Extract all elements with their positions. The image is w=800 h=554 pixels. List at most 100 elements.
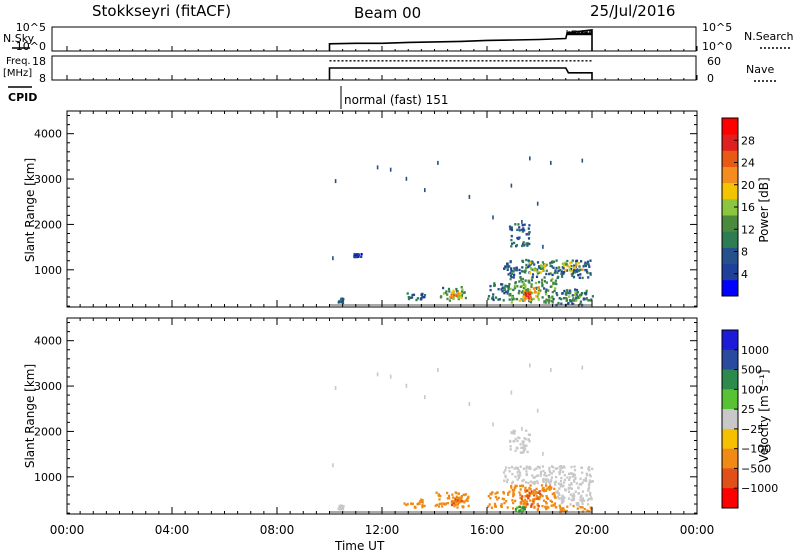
data-cell: [540, 484, 544, 487]
data-cell: [527, 497, 530, 500]
velocity-colorbar: 1000 500 100 25 −25 −100 −500 −1000: [721, 329, 778, 509]
data-cell: [560, 297, 563, 301]
colorbar-tick-label: 4: [741, 268, 748, 281]
velocity-frame: [66, 317, 698, 515]
data-cell: [421, 505, 424, 509]
data-cell: [529, 484, 532, 487]
data-cell: [504, 290, 508, 293]
data-cell: [520, 284, 524, 288]
nsky-frame: [51, 26, 697, 52]
data-cell: [509, 440, 512, 443]
data-cell: [556, 495, 559, 498]
data-cell: [581, 506, 584, 509]
data-cell: [521, 230, 524, 233]
data-cell: [522, 295, 525, 298]
data-cell: [518, 491, 521, 494]
data-cell: [532, 261, 535, 264]
data-cell: [565, 293, 568, 296]
data-cell: [537, 280, 541, 284]
data-cell: [448, 290, 451, 293]
data-cell: [357, 254, 360, 257]
data-cell: [494, 492, 497, 495]
data-cell: [452, 500, 455, 503]
data-cell: [512, 493, 516, 496]
nsky-tick-top: 10^5: [16, 21, 46, 34]
data-cell: [577, 273, 580, 277]
x-tick-label: 20:00: [575, 523, 610, 537]
data-cell: [519, 493, 522, 496]
data-cell: [518, 509, 521, 512]
data-cell: [543, 263, 546, 266]
colorbar-segment: [722, 247, 738, 265]
scatter-speck: [521, 219, 523, 224]
data-cell: [513, 430, 516, 433]
data-cell: [548, 299, 551, 302]
data-cell: [454, 503, 457, 507]
data-cell: [560, 302, 563, 305]
data-cell: [524, 498, 527, 501]
data-cell: [515, 266, 518, 269]
data-cell: [516, 439, 519, 443]
data-cell: [546, 496, 549, 500]
data-cell: [523, 229, 526, 232]
data-cell: [574, 290, 577, 294]
data-cell: [452, 502, 455, 505]
data-cell: [562, 495, 565, 499]
data-cell: [540, 267, 543, 270]
data-cell: [590, 480, 593, 483]
data-cell: [561, 485, 564, 488]
scatter-speck: [437, 367, 439, 372]
data-cell: [458, 498, 461, 501]
colorbar-tick-label: −500: [741, 462, 771, 475]
data-cell: [571, 294, 574, 297]
data-cell: [528, 491, 531, 494]
data-cell: [454, 497, 457, 500]
data-cell: [588, 265, 591, 268]
data-cell: [459, 498, 462, 501]
data-cell: [342, 505, 345, 508]
data-cell: [416, 503, 419, 506]
data-cell: [538, 497, 541, 501]
data-cell: [514, 509, 517, 513]
data-cell: [522, 450, 525, 454]
data-cell: [520, 506, 523, 509]
data-cell: [519, 484, 522, 488]
data-cell: [510, 238, 513, 242]
data-cell: [517, 476, 521, 479]
y-tick-label: 2000: [34, 425, 62, 438]
data-cell: [566, 291, 569, 294]
data-cell: [579, 273, 582, 276]
data-cell: [559, 508, 562, 511]
data-cell: [567, 302, 570, 305]
data-cell: [529, 261, 532, 265]
y-tick-label: 3000: [34, 173, 62, 186]
data-cell: [538, 265, 542, 268]
data-cell: [533, 269, 536, 272]
data-cell: [545, 480, 548, 483]
data-cell: [338, 505, 341, 509]
data-cell: [516, 467, 519, 470]
data-cell: [439, 494, 442, 498]
data-cell: [588, 479, 592, 482]
colorbar-tick-label: 100: [741, 383, 762, 396]
data-cell: [530, 492, 533, 495]
data-cell: [568, 265, 572, 269]
data-cell: [524, 284, 527, 287]
data-cell: [448, 299, 451, 302]
data-cell: [412, 293, 416, 296]
data-cell: [563, 289, 566, 293]
data-cell: [549, 285, 552, 288]
data-cell: [519, 465, 522, 468]
data-cell: [547, 479, 550, 482]
data-cell: [489, 492, 492, 496]
data-cell: [545, 484, 548, 487]
cpid-program: normal (fast) 151: [344, 93, 448, 107]
data-cell: [521, 228, 525, 231]
data-cell: [540, 264, 543, 267]
data-cell: [356, 253, 359, 256]
data-cell: [559, 468, 562, 471]
data-cell: [490, 506, 493, 509]
data-cell: [453, 504, 456, 508]
data-cell: [533, 468, 536, 471]
data-cell: [563, 466, 566, 469]
